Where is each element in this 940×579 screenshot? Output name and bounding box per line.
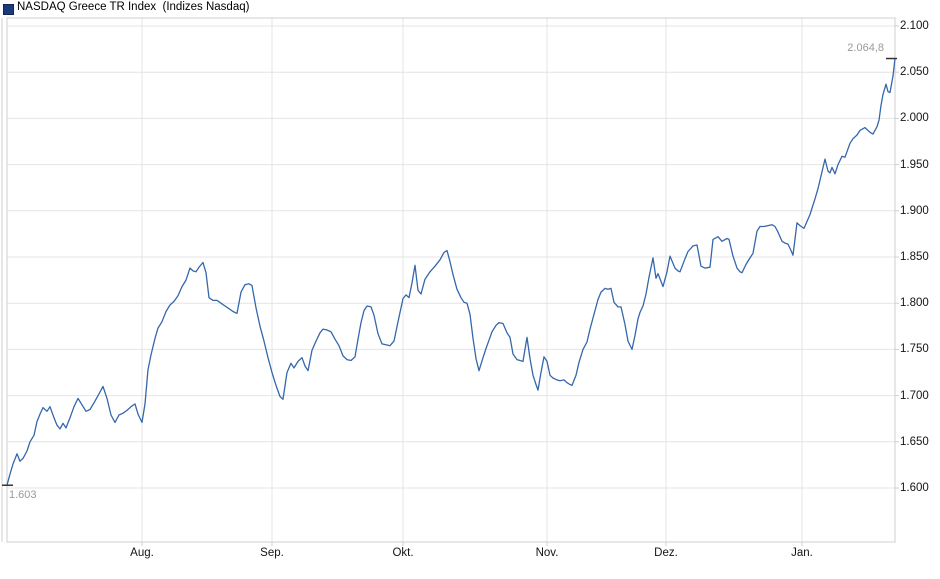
y-axis-label: 2.100 (900, 20, 929, 32)
y-axis-label: 1.600 (900, 482, 929, 494)
end-value-label: 2.064,8 (847, 41, 884, 54)
x-axis-label: Jan. (791, 547, 813, 559)
y-axis-label: 1.650 (900, 435, 929, 448)
chart-header: NASDAQ Greece TR Index (Indizes Nasdaq) (0, 0, 940, 16)
chart-title: NASDAQ Greece TR Index (Indizes Nasdaq) (17, 1, 250, 13)
y-axis-label: 1.700 (900, 389, 929, 402)
y-axis-label: 1.800 (900, 297, 929, 310)
y-axis-label: 2.000 (900, 112, 929, 125)
y-axis-label: 1.950 (900, 158, 929, 171)
y-axis-label: 2.050 (900, 66, 929, 79)
x-axis-label: Aug. (130, 547, 154, 559)
plot-frame (6, 17, 896, 543)
x-axis-label: Nov. (535, 547, 559, 559)
price-line (6, 57, 896, 486)
x-axis-label: Okt. (392, 547, 414, 559)
y-axis-label: 1.900 (900, 204, 929, 217)
y-axis-label: 1.850 (900, 251, 929, 263)
x-axis-label: Sep. (260, 547, 284, 559)
series-color-swatch-icon (3, 4, 14, 15)
start-value-label: 1.603 (9, 489, 37, 502)
x-axis-label: Dez. (654, 547, 678, 559)
y-axis-label: 1.750 (900, 343, 929, 356)
